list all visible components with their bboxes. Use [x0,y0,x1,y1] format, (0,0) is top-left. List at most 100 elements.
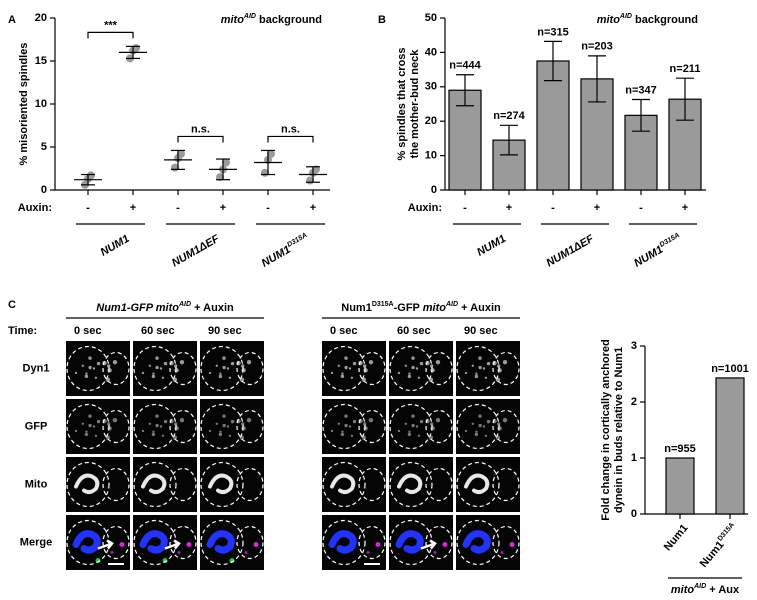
bud-outline [358,525,386,560]
row-label: GFP [25,420,48,432]
speckle [228,434,232,437]
mother-outline [456,345,500,392]
group-label: NUM1ΔEF [170,233,222,270]
speckle [159,367,163,370]
mother-outline [389,345,433,392]
dyn1-spot [186,542,192,547]
time-label: Time: [8,325,37,337]
speckle [352,419,357,424]
bud-outline [169,351,197,386]
mother-outline [389,403,433,450]
speckle [88,356,92,360]
speckle [152,372,155,375]
mother-outline [66,519,110,566]
group-label: NUM1 [98,233,131,259]
text-segment: NUM1ΔEF [544,233,596,270]
n-label: n=955 [664,443,696,455]
speckle [155,414,159,418]
bar [536,60,570,191]
x-tick-label: Num1 [662,522,691,553]
speckle [173,422,178,426]
speckle [85,430,88,433]
speckle [85,372,88,375]
mother-outline [456,461,500,508]
speckle [230,419,235,424]
n-label: n=211 [670,63,701,75]
speckle [344,414,348,418]
speckle [81,422,85,425]
speckle [155,423,159,428]
speckle [141,371,145,375]
row-label: Auxin: [408,202,442,214]
text-segment: D315A [717,522,736,543]
text-segment: NUM1 [475,233,508,259]
y-tick-label: 0 [431,184,437,196]
bud-outline [425,409,453,444]
n-label: n=274 [493,110,525,122]
speckle [337,364,341,367]
speckle [148,422,152,425]
annotation: mitoAID background [221,13,322,26]
mito-signal [72,530,101,554]
x-tick-label: - [463,202,467,214]
speckle [222,356,226,360]
bar [448,89,482,191]
dyn1-spot [366,551,370,554]
x-tick-label: - [176,202,180,214]
speckle [84,432,89,437]
bud-outline [236,351,264,386]
y-axis-label: Fold change in cortically anchored [600,339,612,521]
speckle [344,365,348,370]
dyn1-spot [509,542,515,547]
bud-outline [102,525,130,560]
speckle [341,430,344,433]
x-tick-label: - [551,202,555,214]
bud-outline [358,467,386,502]
speckle [417,376,421,379]
mother-outline [200,403,244,450]
text-segment: NUM1 [260,244,293,270]
speckle [486,419,491,424]
speckle [106,364,111,368]
speckle [226,425,230,428]
dyn1-spot [500,551,504,554]
mito-signal [330,473,356,495]
n-label: n=444 [449,60,481,72]
mito-signal [141,473,167,495]
speckle [330,429,334,433]
dyn1-spot [433,551,437,554]
speckle [363,426,368,431]
speckle [74,371,78,375]
text-segment: mito [423,302,447,314]
y-tick-label: 2 [631,396,637,408]
bud-outline [358,409,386,444]
x-tick-label: - [266,202,270,214]
time: 90 sec [208,325,242,337]
group-label: NUM1 [475,233,508,259]
speckle [404,364,408,367]
data-point [177,149,185,158]
bud-outline [425,351,453,386]
panel-letter: A [8,14,16,26]
speckle [107,426,112,431]
bud-outline [492,467,520,502]
bud-outline [236,467,264,502]
row-label: Auxin: [18,202,52,214]
speckle [478,414,482,418]
mother-outline [322,519,366,566]
bracket [267,135,314,143]
mito-signal [74,473,100,495]
speckle [344,356,348,360]
speckle [84,374,89,379]
bracket-label: *** [104,19,118,31]
mother-outline [66,345,110,392]
speckle [464,371,468,375]
n-label: n=1001 [711,363,749,375]
n-label: n=203 [581,41,613,53]
speckle [222,423,226,428]
mother-outline [66,461,110,508]
speckle [411,414,415,418]
mother-outline [133,461,177,508]
row-label: Dyn1 [23,362,50,374]
